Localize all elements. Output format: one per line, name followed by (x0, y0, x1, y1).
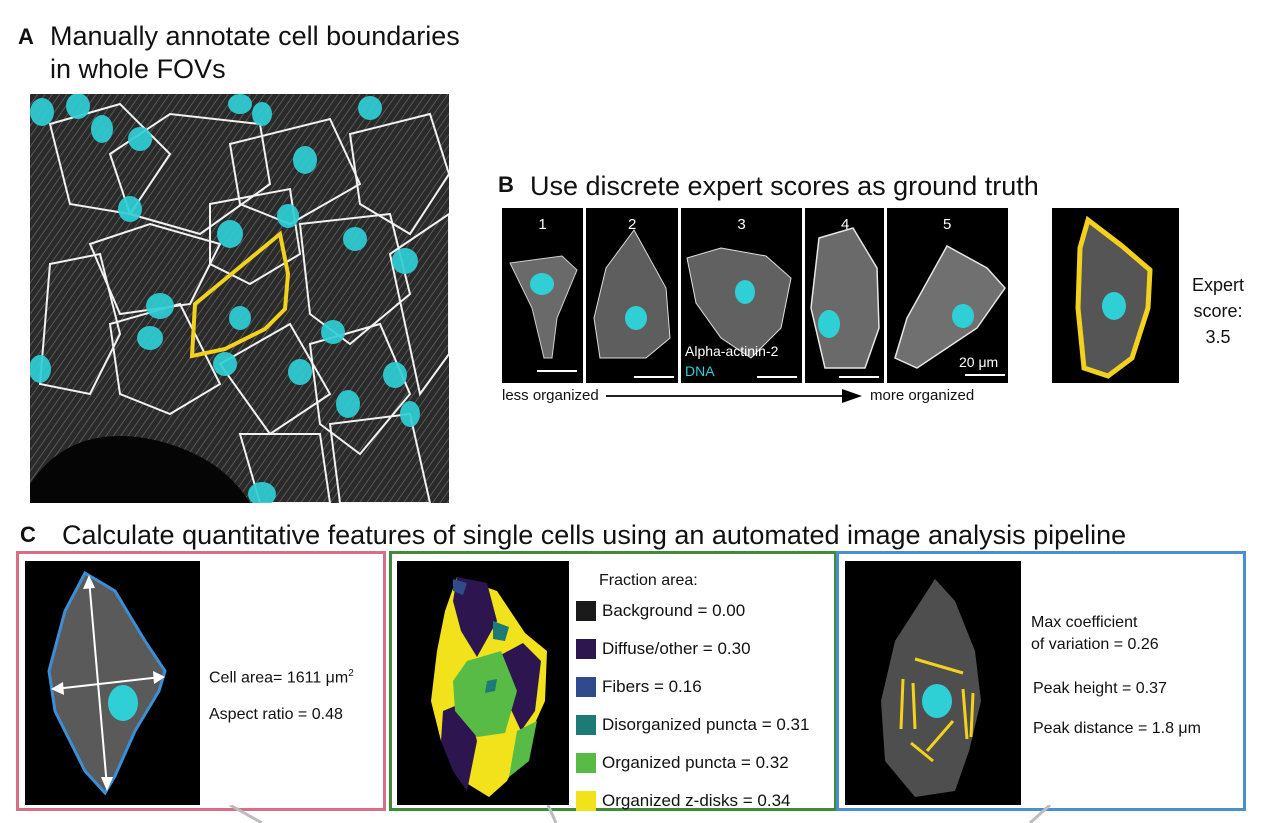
legend-disorganized-puncta: Disorganized puncta = 0.31 (576, 706, 809, 744)
score-4-cell: 4 (805, 208, 884, 383)
less-organized-label: less organized (502, 387, 599, 404)
swatch-organized-puncta (576, 753, 596, 773)
shape-cell-image (25, 561, 200, 805)
swatch-background (576, 601, 596, 621)
swatch-disorganized-puncta (576, 715, 596, 735)
bottom-connectors (229, 805, 1052, 823)
score-3-cell: 3 Alpha-actinin-2 DNA (681, 208, 802, 383)
swatch-fibers (576, 677, 596, 697)
panel-a-title-line2: in whole FOVs (50, 54, 226, 84)
cell-area-text: Cell area= 1611 μm2 (209, 668, 354, 687)
stain-label: Alpha-actinin-2 (685, 343, 779, 359)
cov-line1: Max coefficient (1031, 614, 1138, 631)
legend-disorganized-puncta-label: Disorganized puncta = 0.31 (602, 715, 810, 734)
fraction-legend: Background = 0.00 Diffuse/other = 0.30 F… (576, 592, 809, 820)
scale-bar-4 (839, 376, 879, 378)
variation-box: Max coefficient of variation = 0.26 Peak… (836, 551, 1246, 811)
panel-c-letter: C (20, 522, 36, 547)
score-1-cell: 1 (502, 208, 583, 383)
fov-image (30, 94, 449, 503)
score-2-label: 2 (628, 216, 637, 233)
legend-fibers: Fibers = 0.16 (576, 668, 809, 706)
shape-features-box: Cell area= 1611 μm2 Aspect ratio = 0.48 (16, 551, 386, 811)
legend-organized-z-disks: Organized z-disks = 0.34 (576, 782, 809, 820)
cell-4-image (810, 227, 880, 369)
expert-line2: score: (1193, 301, 1243, 321)
legend-organized-puncta-label: Organized puncta = 0.32 (602, 753, 789, 772)
variation-cell-image (845, 561, 1021, 805)
segmentation-svg (431, 577, 547, 797)
cell-5-image (894, 244, 1006, 369)
legend-organized-z-disks-label: Organized z-disks = 0.34 (602, 791, 791, 810)
scale-bar-text: 20 μm (959, 354, 999, 370)
dna-label: DNA (685, 363, 715, 379)
shape-cell-svg (47, 570, 167, 796)
variation-cell-svg (881, 579, 981, 797)
expert-value: 3.5 (1205, 327, 1231, 347)
expert-cell-image (1075, 215, 1153, 379)
fraction-area-header: Fraction area: (599, 572, 698, 589)
expert-scored-cell (1052, 208, 1179, 383)
panel-a-title-line1: Manually annotate cell boundaries (50, 21, 460, 51)
scale-bar-2 (634, 376, 674, 378)
score-1-label: 1 (538, 216, 547, 233)
segmentation-box: Fraction area: Background = 0.00 Diffuse… (389, 551, 837, 811)
aspect-ratio-text: Aspect ratio = 0.48 (209, 706, 343, 723)
panel-c-title: Calculate quantitative features of singl… (62, 520, 1127, 550)
scale-bar-3 (757, 376, 797, 378)
peak-height-text: Peak height = 0.37 (1033, 680, 1167, 697)
cell-3-image (686, 247, 792, 359)
cov-line2: of variation = 0.26 (1031, 636, 1159, 653)
cell-2-image (593, 229, 671, 359)
cell-area-unit-sup: 2 (348, 668, 354, 679)
peak-distance-text: Peak distance = 1.8 μm (1033, 720, 1201, 737)
organization-arrow (606, 389, 862, 403)
legend-fibers-label: Fibers = 0.16 (602, 677, 702, 696)
legend-diffuse: Diffuse/other = 0.30 (576, 630, 809, 668)
cell-1-image (509, 255, 578, 359)
panel-b-letter: B (498, 172, 514, 197)
panel-a-title: Manually annotate cell boundaries in who… (50, 20, 460, 86)
score-4-label: 4 (841, 216, 850, 233)
score-2-cell: 2 (586, 208, 678, 383)
score-3-label: 3 (737, 216, 746, 233)
legend-background-label: Background = 0.00 (602, 601, 746, 620)
legend-organized-puncta: Organized puncta = 0.32 (576, 744, 809, 782)
expert-line1: Expert (1191, 275, 1245, 295)
more-organized-label: more organized (870, 387, 975, 404)
expert-score-text: Expert score: 3.5 (1186, 272, 1250, 350)
panel-b-title: Use discrete expert scores as ground tru… (530, 171, 1039, 201)
score-5-cell: 5 20 μm (887, 208, 1008, 383)
legend-background: Background = 0.00 (576, 592, 809, 630)
score-5-label: 5 (943, 216, 952, 233)
scale-bar-5 (965, 374, 1005, 376)
cov-text: Max coefficient of variation = 0.26 (1031, 612, 1159, 656)
scale-bar-1 (537, 370, 577, 372)
swatch-diffuse (576, 639, 596, 659)
panel-a-letter: A (18, 24, 34, 49)
legend-diffuse-label: Diffuse/other = 0.30 (602, 639, 751, 658)
cell-area-label: Cell area= 1611 μm (209, 669, 349, 687)
segmentation-image (397, 561, 569, 805)
swatch-organized-z-disks (576, 791, 596, 811)
fov-micrograph (30, 94, 449, 503)
